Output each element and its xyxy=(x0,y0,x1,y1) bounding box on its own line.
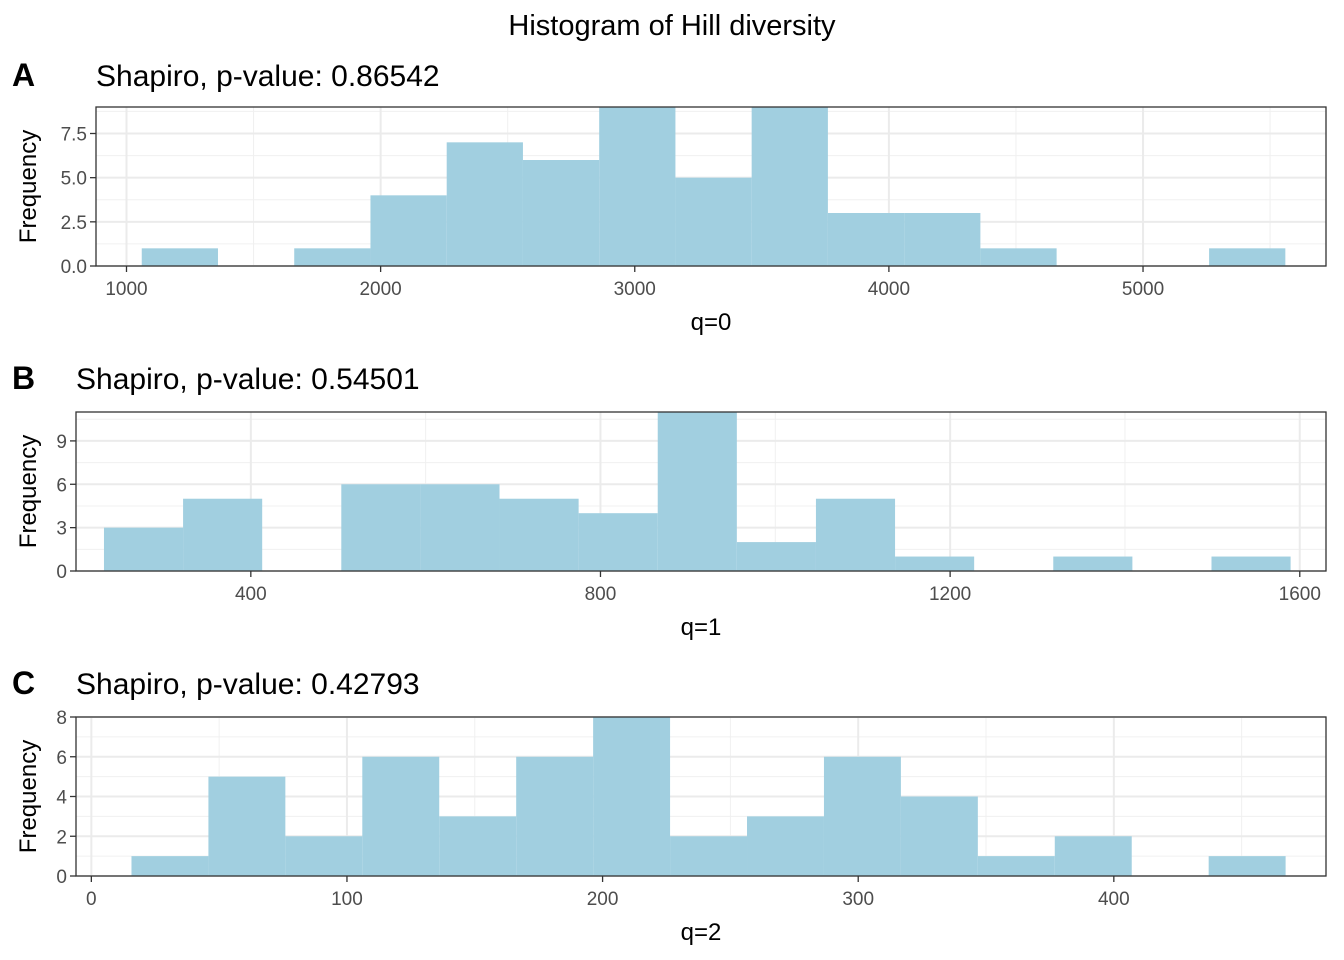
x-tick-label: 1600 xyxy=(1279,584,1321,605)
histogram-bar xyxy=(294,248,371,266)
y-tick-label: 0.0 xyxy=(61,257,87,278)
histogram-bar xyxy=(499,498,579,571)
histogram-bar xyxy=(593,717,671,876)
histogram-bar xyxy=(1209,248,1286,266)
y-tick-label: 4 xyxy=(56,788,67,809)
histogram-bar xyxy=(516,756,594,876)
histogram-bar xyxy=(599,107,676,266)
panel-subtitle: Shapiro, p-value: 0.54501 xyxy=(76,363,420,396)
x-tick-label: 3000 xyxy=(614,279,656,300)
histogram-bars xyxy=(103,412,1291,571)
x-tick-label: 0 xyxy=(86,889,97,910)
histogram-bar xyxy=(1208,856,1286,876)
histogram-bar xyxy=(736,542,816,571)
histogram-bar xyxy=(362,756,440,876)
x-tick-label: 1200 xyxy=(929,584,971,605)
histogram-bar xyxy=(208,776,286,876)
x-axis-label: q=1 xyxy=(681,614,722,641)
histogram-bar xyxy=(977,856,1055,876)
x-tick-label: 800 xyxy=(585,584,617,605)
panel-label: A xyxy=(12,57,35,93)
histogram-bar xyxy=(675,177,752,266)
histogram-panel-b: B Shapiro, p-value: 0.54501 400 800 1200 1600… xyxy=(12,360,1327,641)
histogram-bar xyxy=(578,513,658,571)
histogram-bars xyxy=(131,717,1286,876)
panel-label: B xyxy=(12,360,35,396)
histogram-bar xyxy=(420,484,500,571)
x-tick-label: 4000 xyxy=(868,279,910,300)
y-tick-label: 3 xyxy=(56,519,67,540)
x-tick-label: 1000 xyxy=(105,279,147,300)
histogram-bar xyxy=(446,142,523,266)
histogram-panel-c: C Shapiro, p-value: 0.42793 0 100 200 300 400 0… xyxy=(12,665,1327,946)
x-axis-label: q=0 xyxy=(691,309,732,336)
y-tick-label: 7.5 xyxy=(61,125,87,146)
histogram-bar xyxy=(900,796,978,876)
y-tick-label: 6 xyxy=(56,748,67,769)
histogram-bar xyxy=(747,816,824,876)
histogram-bar xyxy=(1053,556,1133,571)
panel-subtitle: Shapiro, p-value: 0.42793 xyxy=(76,668,420,701)
histogram-bar xyxy=(285,836,363,876)
y-tick-label: 5.0 xyxy=(61,169,87,190)
x-tick-label: 2000 xyxy=(359,279,401,300)
y-tick-label: 0 xyxy=(56,867,67,888)
histogram-bar xyxy=(103,527,184,571)
y-tick-label: 0 xyxy=(56,562,67,583)
histogram-panel-a: A Shapiro, p-value: 0.86542 1000 2000 3000 40… xyxy=(12,57,1327,336)
histogram-bar xyxy=(141,248,218,266)
histogram-bar xyxy=(904,213,981,266)
panel-border xyxy=(75,411,1327,572)
histogram-bar xyxy=(183,498,263,571)
x-tick-label: 200 xyxy=(587,889,619,910)
y-tick-label: 2 xyxy=(56,827,67,848)
histogram-bar xyxy=(815,498,896,571)
y-axis-label: Frequency xyxy=(15,130,42,243)
histogram-bar xyxy=(1054,836,1132,876)
histogram-bar xyxy=(439,816,517,876)
y-tick-label: 2.5 xyxy=(61,213,87,234)
histogram-bar xyxy=(670,836,748,876)
y-tick-label: 6 xyxy=(56,475,67,496)
x-tick-label: 300 xyxy=(842,889,874,910)
panel-border xyxy=(95,106,1327,267)
histogram-bar xyxy=(1211,556,1291,571)
histogram-bars xyxy=(141,107,1286,266)
histogram-bar xyxy=(751,107,828,266)
panel-label: C xyxy=(12,665,35,701)
x-axis-label: q=2 xyxy=(681,919,722,946)
x-tick-label: 400 xyxy=(1098,889,1130,910)
histogram-bar xyxy=(827,213,905,266)
x-tick-label: 100 xyxy=(331,889,363,910)
histogram-bar xyxy=(131,856,209,876)
y-axis-label: Frequency xyxy=(15,435,42,548)
x-tick-label: 5000 xyxy=(1122,279,1164,300)
panel-subtitle: Shapiro, p-value: 0.86542 xyxy=(96,60,440,93)
histogram-bar xyxy=(370,195,447,266)
x-tick-label: 400 xyxy=(235,584,267,605)
histogram-bar xyxy=(823,756,901,876)
figure-title: Histogram of Hill diversity xyxy=(508,10,836,42)
y-tick-label: 8 xyxy=(56,708,67,729)
histogram-bar xyxy=(980,248,1057,266)
histogram-bar xyxy=(657,412,737,571)
histogram-bar xyxy=(895,556,975,571)
y-axis-label: Frequency xyxy=(15,740,42,853)
y-tick-label: 9 xyxy=(56,432,67,453)
histogram-bar xyxy=(522,160,600,266)
histogram-bar xyxy=(341,484,421,571)
